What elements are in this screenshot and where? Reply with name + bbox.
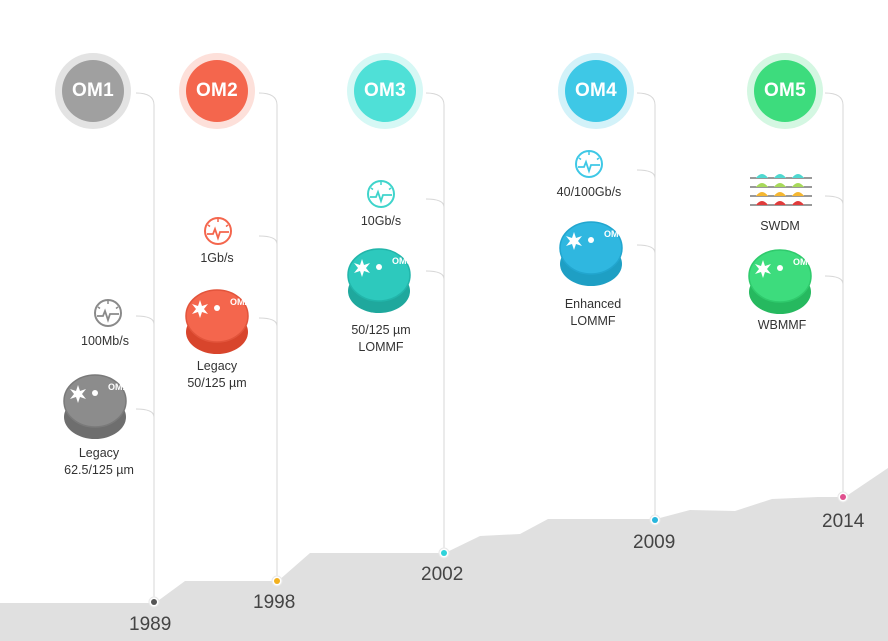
om2-speed-label: 1Gb/s: [200, 251, 234, 265]
om1-fiber-line1: Legacy: [78, 446, 120, 460]
om4-fiber-label: Enhanced LOMMF: [543, 296, 643, 330]
om1-connector-tick: [135, 315, 155, 325]
om5-connector-tick: [824, 275, 844, 285]
om5-fiber-line1: WBMMF: [757, 318, 807, 332]
om1-connector-line: [135, 92, 155, 602]
om4-label: OM4: [574, 80, 618, 101]
svg-text:OM4: OM4: [604, 229, 624, 239]
om2-year: 1998: [253, 592, 296, 613]
om1-connector-tick: [135, 408, 155, 418]
om4-year: 2009: [633, 532, 676, 553]
om2-year-dot: [274, 578, 280, 584]
om5-connector-line: [824, 92, 844, 497]
svg-text:OM5: OM5: [793, 257, 813, 267]
om1-year: 1989: [129, 614, 172, 635]
om2-connector-tick: [258, 317, 278, 327]
om2-connector-tick: [258, 235, 278, 245]
svg-text:OM1: OM1: [108, 382, 128, 392]
speedometer-icon: [367, 180, 395, 208]
om5-badge: OM5: [754, 60, 816, 122]
om2-connector-line: [258, 92, 278, 581]
speedometer-icon: [575, 150, 603, 178]
year-dots: [148, 491, 849, 608]
connector-lines: [135, 92, 844, 602]
om5-year-dot: [840, 494, 846, 500]
om3-speed-label: 10Gb/s: [360, 214, 402, 228]
om2-fiber-spool-icon: OM2: [185, 289, 250, 354]
om1-fiber-line2: 62.5/125 µm: [64, 463, 134, 477]
speedometer-icon: [204, 217, 232, 245]
om3-badge: OM3: [354, 60, 416, 122]
om5-fiber-label: WBMMF: [732, 317, 832, 334]
om3-connector-tick: [425, 198, 445, 208]
om2-label: OM2: [195, 80, 239, 101]
svg-text:OM2: OM2: [230, 297, 250, 307]
om1-label: OM1: [71, 80, 115, 101]
om2-fiber-line1: Legacy: [196, 359, 238, 373]
om3-label: OM3: [363, 80, 407, 101]
svg-text:OM3: OM3: [392, 256, 412, 266]
om4-connector-tick: [636, 244, 656, 254]
om4-connector-line: [636, 92, 656, 520]
om4-fiber-line2: LOMMF: [570, 314, 616, 328]
om1-badge: OM1: [62, 60, 124, 122]
om5-fiber-spool-icon: OM5: [748, 249, 813, 314]
om4-fiber-line1: Enhanced: [564, 297, 622, 311]
speedometer-icon: [94, 299, 122, 327]
om3-fiber-spool-icon: OM3: [347, 248, 412, 313]
om1-fiber-label: Legacy 62.5/125 µm: [49, 445, 149, 479]
om3-year-dot: [441, 550, 447, 556]
om5-label: OM5: [763, 80, 807, 101]
wavelength-multiplex-icon: [750, 174, 812, 206]
om5-speed-label: SWDM: [760, 219, 800, 233]
om5-year: 2014: [822, 511, 865, 532]
om2-fiber-line2: 50/125 µm: [187, 376, 247, 390]
om5-connector-tick: [824, 195, 844, 205]
om3-fiber-line1: 50/125 µm: [351, 323, 411, 337]
om1-fiber-spool-icon: OM1: [63, 374, 128, 439]
om2-fiber-label: Legacy 50/125 µm: [167, 358, 267, 392]
om3-connector-line: [425, 92, 445, 553]
om3-fiber-label: 50/125 µm LOMMF: [331, 322, 431, 356]
om4-speed-label: 40/100Gb/s: [556, 185, 622, 199]
om4-fiber-spool-icon: OM4: [559, 221, 624, 286]
om4-connector-tick: [636, 169, 656, 179]
om4-badge: OM4: [565, 60, 627, 122]
om4-year-dot: [652, 517, 658, 523]
om2-badge: OM2: [186, 60, 248, 122]
om3-connector-tick: [425, 270, 445, 280]
om1-speed-label: 100Mb/s: [81, 334, 129, 348]
om3-year: 2002: [421, 564, 464, 585]
om1-year-dot: [151, 599, 157, 605]
om3-fiber-line2: LOMMF: [358, 340, 404, 354]
